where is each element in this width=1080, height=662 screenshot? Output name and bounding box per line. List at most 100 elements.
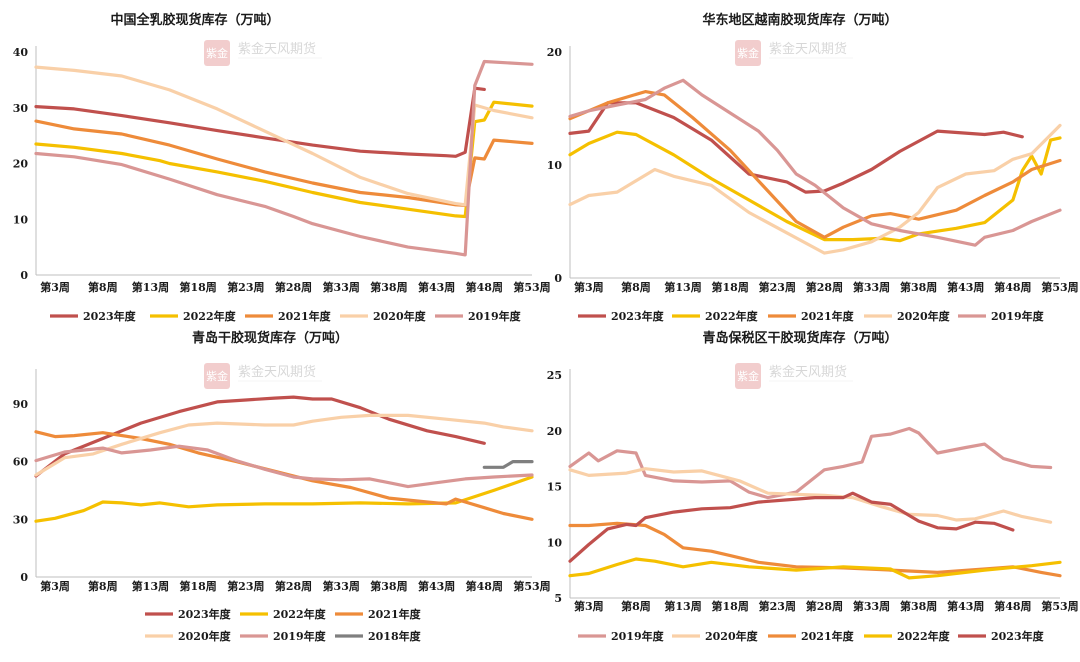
series-line-2021年度	[568, 90, 1062, 239]
legend-item: 2023年度	[958, 629, 1045, 643]
legend-label: 2023年度	[83, 309, 137, 323]
x-tick-label: 第18周	[712, 280, 749, 294]
svg-text:紫金: 紫金	[737, 369, 759, 383]
legend-label: 2019年度	[468, 309, 522, 323]
legend-item: 2022年度	[672, 309, 759, 323]
legend-item: 2021年度	[335, 607, 422, 621]
series-line-2023年度	[34, 86, 486, 158]
legend-item: 2023年度	[145, 607, 232, 621]
y-tick-label: 0	[20, 269, 28, 282]
legend-label: 2019年度	[273, 629, 327, 643]
y-tick-label: 0	[554, 272, 562, 285]
y-tick-label: 20	[13, 158, 29, 171]
y-tick-label: 10	[547, 536, 563, 549]
x-tick-label: 第13周	[664, 599, 701, 613]
y-tick-label: 20	[547, 425, 563, 438]
legend-item: 2021年度	[768, 629, 855, 643]
legend-item: 2019年度	[435, 309, 522, 323]
chart-panel-qingdao-dry-rubber-inventory: 青岛干胶现货库存（万吨） 紫金 紫金天风期货 0 30 60 90 第3周 第8周 第13周 第18…	[13, 330, 551, 643]
series-line-2018年度	[482, 460, 534, 469]
series-line-2023年度	[34, 395, 486, 478]
x-tick-label: 第38周	[900, 599, 937, 613]
x-tick-label: 第48周	[994, 280, 1031, 294]
legend-item: 2019年度	[578, 629, 665, 643]
legend-item: 2020年度	[340, 309, 427, 323]
legend-label: 2020年度	[373, 309, 427, 323]
x-tick-label: 第18周	[179, 280, 216, 294]
y-tick-label: 15	[547, 481, 562, 494]
legend-label: 2022年度	[705, 309, 759, 323]
legend-label: 2022年度	[183, 309, 237, 323]
chart-title: 中国全乳胶现货库存（万吨）	[110, 12, 279, 28]
legend-item: 2022年度	[240, 607, 327, 621]
legend-item: 2020年度	[145, 629, 232, 643]
x-tick-label: 第23周	[227, 280, 264, 294]
x-tick-label: 第28周	[275, 280, 312, 294]
y-tick-label: 30	[13, 513, 29, 526]
x-tick-label: 第33周	[323, 579, 360, 593]
y-tick-label: 5	[554, 592, 562, 605]
legend-item: 2020年度	[864, 309, 951, 323]
x-tick-label: 第33周	[853, 599, 890, 613]
x-tick-label: 第13周	[132, 579, 169, 593]
legend-label: 2022年度	[897, 629, 951, 643]
legend-item: 2023年度	[50, 309, 137, 323]
legend-label: 2022年度	[273, 607, 327, 621]
legend-label: 2018年度	[368, 629, 422, 643]
y-tick-label: 10	[13, 213, 29, 226]
chart-legend: 2023年度 2022年度 2021年度 2020年度 2019年度	[50, 309, 522, 323]
x-tick-label: 第48周	[466, 280, 503, 294]
y-tick-label: 40	[13, 46, 29, 59]
x-tick-label: 第43周	[947, 280, 984, 294]
watermark-logo: 紫金 紫金天风期货	[204, 40, 322, 66]
svg-text:紫金: 紫金	[206, 46, 228, 60]
watermark-logo: 紫金 紫金天风期货	[204, 363, 322, 389]
legend-label: 2021年度	[278, 309, 332, 323]
series-line-2020年度	[568, 123, 1062, 255]
legend-label: 2019年度	[991, 309, 1045, 323]
chart-legend: 2023年度 2022年度 2021年度 2020年度 2019年度 2018年度	[145, 607, 422, 643]
legend-item: 2018年度	[335, 629, 422, 643]
x-tick-label: 第28周	[275, 579, 312, 593]
watermark-text: 紫金天风期货	[238, 364, 316, 380]
chart-title: 青岛保税区干胶现货库存（万吨）	[702, 330, 897, 346]
legend-label: 2020年度	[705, 629, 759, 643]
legend-label: 2019年度	[611, 629, 665, 643]
x-tick-label: 第53周	[1041, 280, 1078, 294]
legend-item: 2021年度	[245, 309, 332, 323]
series-line-2019年度	[568, 426, 1053, 500]
y-tick-label: 10	[547, 159, 563, 172]
x-tick-label: 第3周	[574, 599, 604, 613]
watermark-text: 紫金天风期货	[769, 364, 847, 380]
chart-title: 华东地区越南胶现货库存（万吨）	[702, 12, 897, 28]
y-tick-label: 0	[20, 571, 28, 584]
x-tick-label: 第3周	[40, 579, 70, 593]
legend-item: 2019年度	[958, 309, 1045, 323]
x-tick-label: 第13周	[664, 280, 701, 294]
y-tick-label: 60	[13, 456, 29, 469]
x-tick-label: 第28周	[806, 599, 843, 613]
series-line-2019年度	[34, 59, 534, 257]
legend-label: 2021年度	[801, 309, 855, 323]
svg-text:紫金: 紫金	[737, 46, 759, 60]
legend-label: 2023年度	[178, 607, 232, 621]
x-tick-label: 第13周	[132, 280, 169, 294]
series-line-2020年度	[568, 467, 1053, 524]
chart-legend: 2023年度 2022年度 2021年度 2020年度 2019年度	[578, 309, 1045, 323]
legend-item: 2023年度	[578, 309, 665, 323]
chart-title: 青岛干胶现货库存（万吨）	[192, 330, 348, 346]
series-line-2021年度	[34, 119, 534, 207]
legend-item: 2022年度	[150, 309, 237, 323]
x-tick-label: 第53周	[513, 280, 550, 294]
y-tick-label: 90	[13, 398, 29, 411]
svg-text:紫金: 紫金	[206, 369, 228, 383]
x-tick-label: 第23周	[227, 579, 264, 593]
x-tick-label: 第8周	[621, 599, 651, 613]
x-tick-label: 第18周	[712, 599, 749, 613]
x-tick-label: 第43周	[947, 599, 984, 613]
watermark-logo: 紫金 紫金天风期货	[735, 363, 853, 389]
series-line-2023年度	[568, 491, 1015, 563]
chart-panel-east-china-vietnam-rubber-inventory: 华东地区越南胶现货库存（万吨） 紫金 紫金天风期货 0 10 20 第3周 第8周 第13周 第1…	[547, 12, 1079, 323]
x-tick-label: 第3周	[40, 280, 70, 294]
x-tick-label: 第48周	[466, 579, 503, 593]
